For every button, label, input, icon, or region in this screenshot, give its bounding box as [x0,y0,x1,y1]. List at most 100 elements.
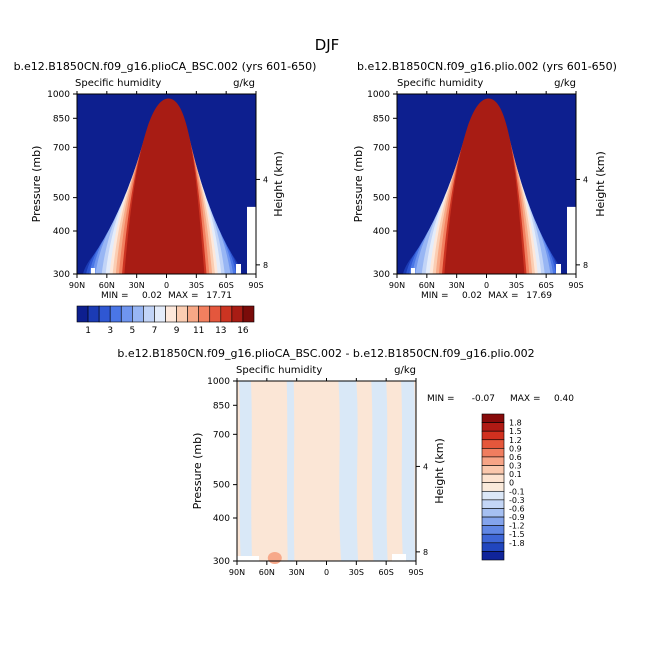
colorbar-main-box [76,305,89,323]
panel-2-ylabel-right: Height (km) [594,151,607,217]
panel-1-title: b.e12.B1850CN.f09_g16.plioCA_BSC.002 (yr… [14,60,317,73]
panel-2-xtick-label: 0 [484,281,489,290]
panel-1-missing-surface [236,264,241,274]
panel-2-missing-right [567,206,576,274]
panel-1-ylabel: Pressure (mb) [30,146,43,223]
panel-1-max-label: MAX = [168,291,199,301]
panel-1: b.e12.B1850CN.f09_g16.plioCA_BSC.002 (yr… [14,60,317,301]
colorbar-diff-box [481,542,505,552]
colorbar-main-label: 7 [152,326,158,336]
figure-title: DJF [315,36,340,54]
panel-1-xtick-label: 30S [189,281,204,290]
panel-2-max-label: MAX = [488,291,519,301]
colorbar-diff-box [481,551,505,561]
panel-3-negative-band [371,381,388,561]
panel-1-height-tick-label: 8 [263,261,268,270]
panel-2-missing-surface [556,264,561,274]
panel-3-missing-surface [237,556,259,561]
panel-2-right-label: g/kg [554,78,576,89]
panel-3-xtick-label: 60N [259,568,275,577]
panel-2-contours [397,94,576,275]
panel-3-negative-band [238,381,253,561]
colorbar-diff-label: -0.9 [509,513,525,522]
panel-3-ylabel-right: Height (km) [433,438,446,504]
colorbar-diff-label: 1.8 [509,419,522,428]
panel-1-xtick-label: 0 [164,281,169,290]
colorbar-diff-box [481,482,505,492]
panel-3-title: b.e12.B1850CN.f09_g16.plioCA_BSC.002 - b… [117,347,534,360]
colorbar-diff-box [481,439,505,449]
panel-3-contours [237,381,416,564]
panel-2-xtick-label: 90N [389,281,405,290]
panel-3-right-label: g/kg [394,365,416,376]
colorbar-main-box [176,305,188,323]
panel-3-axes: 90N 60N 30N 0 30S 60S 90S 300 400 500 700 850 1000 8 4 [207,377,428,577]
panel-3-ytick-label: 700 [213,430,230,440]
panel-2-ytick-label: 300 [373,270,390,280]
panel-3-min-label: MIN = [427,394,455,404]
panel-1-height-tick-label: 4 [263,175,268,184]
panel-3-max-label: MAX = [510,394,541,404]
colorbar-diff-label: -0.3 [509,496,525,505]
panel-2-xtick-label: 90S [568,281,583,290]
colorbar-main-box [209,305,222,323]
panel-1-min-value: 0.02 [142,291,162,301]
panel-3-positive-maximum [267,552,282,564]
panel-3-negative-band [286,381,295,561]
colorbar-diff-label: 0 [509,479,514,488]
panel-3-missing-surface [392,554,406,561]
panel-2-ytick-label: 1000 [367,90,390,100]
panel-3-max-value: 0.40 [554,394,574,404]
colorbar-main-box [120,305,133,323]
colorbar-diff-box [481,508,505,518]
colorbar-diff-box [481,533,505,544]
colorbar-diff-label: 1.5 [509,427,522,436]
panel-3-height-tick-label: 8 [423,548,428,557]
colorbar-main-box [154,305,166,323]
colorbar-diff: 1.81.51.20.90.60.30.10-0.1-0.3-0.6-0.9-1… [481,413,525,561]
panel-1-missing-right [247,206,256,274]
panel-1-axes: 90N 60N 30N 0 30S 60S 90S 300 400 500 700 850 1000 8 4 [47,90,268,290]
colorbar-main-box [109,305,122,323]
panel-2-xtick-label: 30S [509,281,524,290]
colorbar-diff-box [481,422,505,432]
panel-3-left-label: Specific humidity [236,365,322,376]
colorbar-diff-label: 0.1 [509,470,522,479]
colorbar-main-box [242,305,255,323]
colorbar-diff-box [481,448,505,458]
panel-2-left-label: Specific humidity [397,78,483,89]
panel-3-ytick-label: 1000 [207,377,230,387]
panel-2-min-label: MIN = [421,291,449,301]
colorbar-main-label: 16 [237,326,249,336]
panel-3: b.e12.B1850CN.f09_g16.plioCA_BSC.002 - b… [117,347,574,577]
panel-3-ylabel: Pressure (mb) [191,433,204,510]
panel-3-negative-band [338,381,359,561]
panel-3-ytick-label: 850 [213,401,230,411]
panel-2-ylabel: Pressure (mb) [352,146,365,223]
panel-2-missing-surface [411,268,415,274]
panel-2-ytick-label: 850 [373,114,390,124]
panel-2-height-tick-label: 8 [583,261,588,270]
panel-1-missing-surface [91,268,95,274]
panel-1-xtick-label: 90N [69,281,85,290]
colorbar-diff-box [481,499,505,509]
panel-3-ytick-label: 400 [213,514,230,524]
colorbar-main-box [132,305,144,323]
panel-3-height-tick-label: 4 [423,462,428,471]
colorbar-diff-box [481,430,505,441]
panel-3-min-value: -0.07 [472,394,495,404]
colorbar-main-label: 3 [107,326,113,336]
colorbar-diff-box [481,490,505,501]
colorbar-main-label: 11 [193,326,204,336]
panel-1-ytick-label: 500 [53,194,70,204]
colorbar-diff-label: -1.2 [509,522,525,531]
panel-3-xtick-label: 60S [379,568,394,577]
colorbar-diff-label: 0.9 [509,444,522,453]
colorbar-main-box [87,305,100,323]
colorbar-diff-label: -0.6 [509,504,525,513]
panel-1-ytick-label: 1000 [47,90,70,100]
panel-1-xtick-label: 60S [219,281,234,290]
colorbar-main-label: 5 [129,326,135,336]
panel-2-ytick-label: 700 [373,143,390,153]
panel-2-ytick-label: 400 [373,227,390,237]
